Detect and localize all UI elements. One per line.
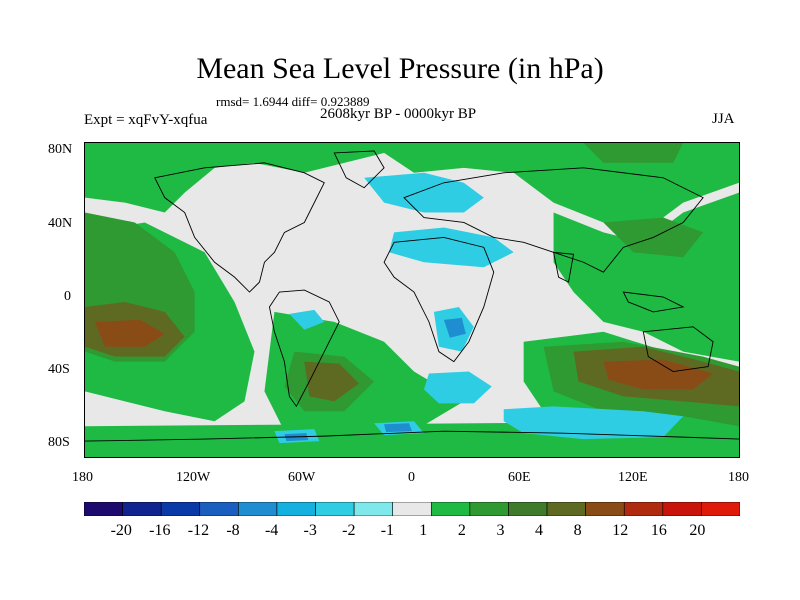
colorbar-swatch: [84, 502, 123, 516]
colorbar-swatch: [585, 502, 625, 516]
colorbar-swatch: [701, 502, 740, 516]
colorbar-label: 20: [689, 522, 706, 539]
lat-label-80n: 80N: [48, 142, 73, 157]
colorbar-label: -8: [226, 522, 240, 539]
colorbar-swatch: [392, 502, 432, 516]
negative-anomaly-regions: [274, 172, 684, 444]
pressure-map: [84, 142, 740, 458]
map-title: Mean Sea Level Pressure (in hPa): [196, 52, 604, 85]
lat-label-40n: 40N: [48, 216, 73, 231]
stronger-anomaly-regions: [94, 319, 714, 390]
colorbar-label: -4: [264, 522, 279, 539]
colorbar-label: -3: [303, 522, 317, 539]
colorbar-swatch: [662, 502, 702, 516]
lon-label-60w: 60W: [288, 470, 316, 485]
colorbar-swatch: [430, 502, 471, 516]
season-label: JJA: [712, 111, 735, 127]
colorbar-swatch: [199, 502, 239, 516]
colorbar-swatch: [276, 502, 316, 516]
colorbar-swatch: [315, 502, 355, 516]
colorbar-swatch: [238, 502, 278, 516]
lon-label-180e: 180: [728, 470, 749, 485]
colorbar-label: -2: [342, 522, 356, 539]
colorbar-label: 2: [457, 522, 466, 539]
colorbar-swatch: [469, 502, 509, 516]
colorbar-label: 12: [612, 522, 629, 539]
coastlines: [85, 150, 739, 442]
colorbar: [84, 502, 740, 516]
rmsd-label: rmsd= 1.6944 diff= 0.923889: [216, 94, 370, 109]
colorbar-swatch: [353, 502, 394, 516]
colorbar-label: 4: [535, 522, 544, 539]
colorbar-swatch: [122, 502, 162, 516]
lon-label-60e: 60E: [508, 470, 531, 485]
colorbar-swatch: [546, 502, 586, 516]
experiment-label: Expt = xqFvY-xqfua: [84, 112, 208, 128]
colorbar-label: -12: [187, 522, 210, 539]
colorbar-label: 1: [419, 522, 428, 539]
colorbar-swatch: [623, 502, 664, 516]
colorbar-label: -1: [380, 522, 395, 539]
colorbar-label: -16: [149, 522, 171, 539]
colorbar-swatch: [160, 502, 201, 516]
lon-label-120e: 120E: [618, 470, 648, 485]
colorbar-label: 16: [650, 522, 667, 539]
lat-label-0: 0: [64, 289, 71, 304]
colorbar-label: -20: [110, 522, 132, 539]
lat-label-40s: 40S: [48, 362, 70, 377]
colorbar-swatch: [508, 502, 548, 516]
period-label: 2608kyr BP - 0000kyr BP: [320, 106, 477, 122]
lon-label-120w: 120W: [176, 470, 211, 485]
lat-label-80s: 80S: [48, 435, 70, 450]
colorbar-label: 8: [573, 522, 582, 539]
lon-label-0: 0: [408, 470, 415, 485]
lon-label-180w: 180: [72, 470, 93, 485]
colorbar-label: 3: [496, 522, 505, 539]
